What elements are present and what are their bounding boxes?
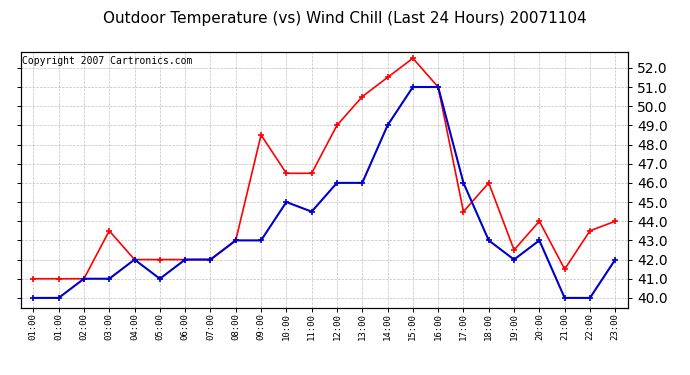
Text: Copyright 2007 Cartronics.com: Copyright 2007 Cartronics.com: [22, 56, 193, 66]
Text: Outdoor Temperature (vs) Wind Chill (Last 24 Hours) 20071104: Outdoor Temperature (vs) Wind Chill (Las…: [104, 11, 586, 26]
